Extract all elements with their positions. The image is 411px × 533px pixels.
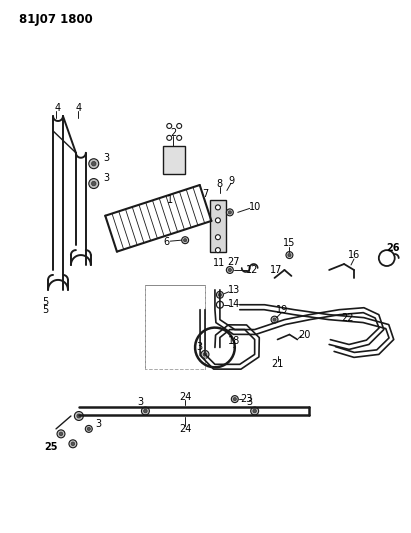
Circle shape xyxy=(167,135,172,140)
Text: 24: 24 xyxy=(179,392,192,402)
Circle shape xyxy=(182,237,189,244)
Circle shape xyxy=(226,209,233,216)
Text: 27: 27 xyxy=(228,257,240,267)
Text: 2: 2 xyxy=(170,128,176,138)
Circle shape xyxy=(215,248,220,253)
Circle shape xyxy=(228,269,231,271)
Bar xyxy=(210,200,226,252)
Text: 3: 3 xyxy=(196,342,202,352)
Circle shape xyxy=(231,395,238,402)
Text: 24: 24 xyxy=(179,424,192,434)
Circle shape xyxy=(226,266,233,273)
Circle shape xyxy=(87,427,90,431)
Text: 26: 26 xyxy=(386,243,399,253)
Circle shape xyxy=(167,124,172,128)
Circle shape xyxy=(271,316,278,323)
Text: 15: 15 xyxy=(283,238,296,248)
Text: 12: 12 xyxy=(245,265,258,275)
Circle shape xyxy=(273,318,276,321)
Circle shape xyxy=(57,430,65,438)
Circle shape xyxy=(201,350,209,358)
Text: 11: 11 xyxy=(213,258,225,268)
Text: 4: 4 xyxy=(55,103,61,113)
Circle shape xyxy=(203,353,207,356)
Circle shape xyxy=(215,205,220,210)
Text: 3: 3 xyxy=(137,397,143,407)
Text: 7: 7 xyxy=(202,190,208,199)
Circle shape xyxy=(71,442,75,446)
Circle shape xyxy=(69,440,77,448)
Circle shape xyxy=(89,179,99,189)
Circle shape xyxy=(218,293,222,296)
Circle shape xyxy=(217,292,223,298)
Text: 1: 1 xyxy=(167,196,173,205)
Text: 21: 21 xyxy=(271,359,284,369)
Circle shape xyxy=(59,432,63,435)
Circle shape xyxy=(141,407,149,415)
Text: 17: 17 xyxy=(270,265,283,275)
Text: 81J07 1800: 81J07 1800 xyxy=(19,13,93,26)
Circle shape xyxy=(77,414,81,418)
Circle shape xyxy=(177,135,182,140)
Text: 10: 10 xyxy=(249,203,261,213)
Text: 19: 19 xyxy=(276,305,289,314)
Circle shape xyxy=(92,161,96,166)
Circle shape xyxy=(251,407,259,415)
Circle shape xyxy=(233,398,236,401)
Bar xyxy=(163,146,185,174)
Text: 8: 8 xyxy=(217,179,223,189)
Circle shape xyxy=(286,252,293,259)
Text: 4: 4 xyxy=(76,103,82,113)
Circle shape xyxy=(215,218,220,223)
Text: 5: 5 xyxy=(42,305,48,314)
Text: 18: 18 xyxy=(228,336,240,346)
Text: 6: 6 xyxy=(163,237,169,247)
Circle shape xyxy=(177,124,182,128)
Text: 3: 3 xyxy=(104,153,110,163)
Circle shape xyxy=(228,211,231,214)
Text: 3: 3 xyxy=(247,397,253,407)
Circle shape xyxy=(217,301,223,308)
Circle shape xyxy=(92,181,96,186)
Circle shape xyxy=(74,411,83,421)
Text: 5: 5 xyxy=(42,297,48,307)
Text: 23: 23 xyxy=(240,394,253,404)
Text: 3: 3 xyxy=(104,173,110,183)
Text: 3: 3 xyxy=(96,419,102,429)
Circle shape xyxy=(143,409,147,413)
Text: 16: 16 xyxy=(348,250,360,260)
Text: 25: 25 xyxy=(44,442,58,452)
Text: 13: 13 xyxy=(228,285,240,295)
Circle shape xyxy=(184,239,187,242)
Text: 20: 20 xyxy=(298,329,311,340)
Text: 14: 14 xyxy=(228,299,240,309)
Circle shape xyxy=(253,409,256,413)
Text: 22: 22 xyxy=(341,313,353,322)
Circle shape xyxy=(288,254,291,257)
Text: 9: 9 xyxy=(229,175,235,185)
Circle shape xyxy=(89,159,99,168)
Circle shape xyxy=(215,235,220,240)
Circle shape xyxy=(85,425,92,432)
